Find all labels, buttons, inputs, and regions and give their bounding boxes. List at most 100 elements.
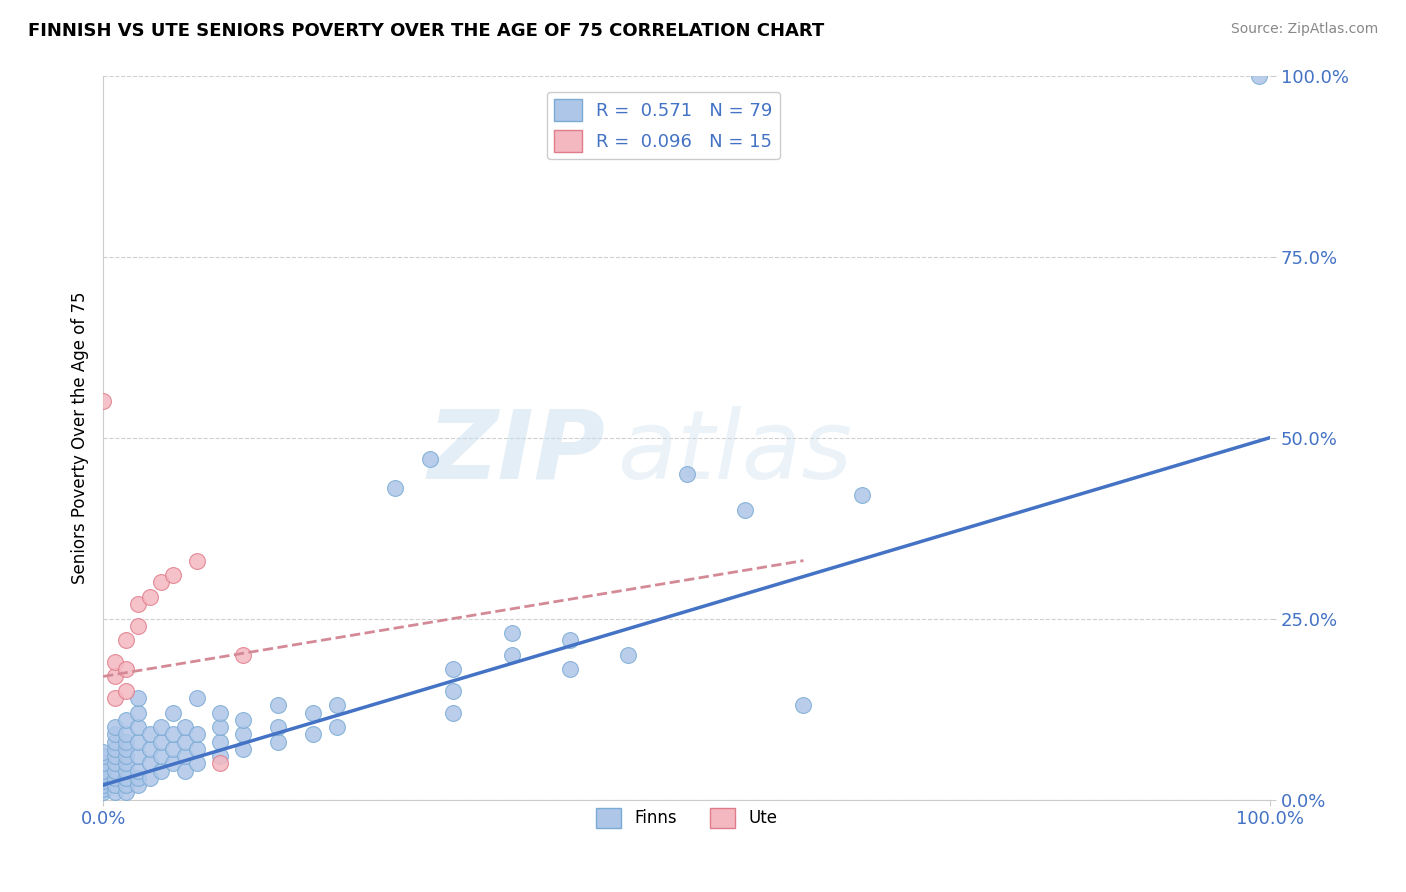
Point [150,575,173,590]
Point [186,727,208,741]
Point [104,764,127,778]
Point [104,691,127,706]
Point [325,720,347,734]
Point [186,691,208,706]
Point [104,756,127,771]
Point [127,619,149,633]
Point [150,764,173,778]
Point [91,778,114,792]
Point [501,648,523,662]
Point [150,749,173,764]
Point [150,734,173,748]
Point [115,662,138,676]
Point [325,698,347,713]
Point [441,706,464,720]
Point [91,749,114,764]
Point [617,648,640,662]
Point [232,648,254,662]
Point [91,746,114,760]
Point [104,720,127,734]
Point [675,467,697,481]
Point [115,764,138,778]
Point [127,691,149,706]
Point [139,590,162,604]
Point [139,756,162,771]
Point [441,684,464,698]
Point [558,662,581,676]
Point [267,698,290,713]
Point [91,774,114,789]
Point [208,706,231,720]
Point [104,771,127,785]
Point [232,713,254,727]
Point [139,742,162,756]
Point [91,764,114,778]
Point [115,778,138,792]
Text: FINNISH VS UTE SENIORS POVERTY OVER THE AGE OF 75 CORRELATION CHART: FINNISH VS UTE SENIORS POVERTY OVER THE … [28,22,824,40]
Point [139,771,162,785]
Point [104,778,127,792]
Text: ZIP: ZIP [427,406,605,499]
Point [302,727,325,741]
Point [115,742,138,756]
Point [232,742,254,756]
Point [267,734,290,748]
Point [91,394,114,409]
Point [115,713,138,727]
Text: atlas: atlas [617,406,852,499]
Point [162,568,184,582]
Point [441,662,464,676]
Point [162,742,184,756]
Point [1247,69,1270,83]
Y-axis label: Seniors Poverty Over the Age of 75: Seniors Poverty Over the Age of 75 [72,292,89,583]
Point [173,734,195,748]
Point [792,698,814,713]
Point [115,771,138,785]
Point [208,749,231,764]
Point [384,481,406,495]
Point [104,749,127,764]
Point [150,720,173,734]
Point [267,720,290,734]
Point [173,720,195,734]
Point [115,633,138,648]
Point [115,684,138,698]
Point [115,756,138,771]
Point [162,756,184,771]
Point [91,785,114,799]
Point [115,727,138,741]
Point [186,756,208,771]
Point [127,597,149,611]
Point [127,778,149,792]
Point [127,771,149,785]
Point [127,706,149,720]
Point [186,742,208,756]
Point [208,756,231,771]
Point [115,734,138,748]
Point [127,720,149,734]
Point [186,553,208,567]
Point [91,781,114,796]
Point [127,749,149,764]
Point [734,503,756,517]
Point [91,767,114,781]
Point [162,706,184,720]
Point [419,452,441,467]
Point [115,785,138,799]
Point [558,633,581,648]
Point [127,734,149,748]
Point [162,727,184,741]
Point [91,771,114,785]
Point [173,764,195,778]
Text: Source: ZipAtlas.com: Source: ZipAtlas.com [1230,22,1378,37]
Point [851,488,873,502]
Point [232,727,254,741]
Point [104,734,127,748]
Legend: Finns, Ute: Finns, Ute [589,801,785,835]
Point [104,669,127,683]
Point [501,626,523,640]
Point [302,706,325,720]
Point [104,727,127,741]
Point [104,655,127,669]
Point [104,785,127,799]
